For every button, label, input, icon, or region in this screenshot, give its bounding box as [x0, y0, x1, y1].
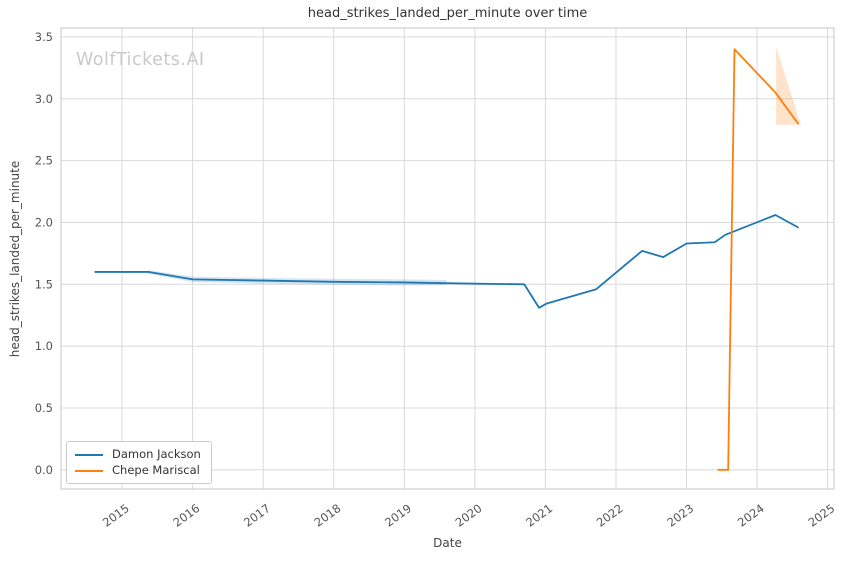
legend-item-chepe-mariscal: Chepe Mariscal [75, 464, 201, 477]
watermark: WolfTickets.AI [76, 50, 205, 70]
x-tick-label-2016: 2016 [170, 501, 202, 530]
y-tick-label-3.5: 3.5 [35, 30, 53, 44]
legend-line-sample-chepe-mariscal [75, 469, 103, 472]
series-line-1 [717, 48, 799, 471]
y-tick-label-1.5: 1.5 [35, 277, 53, 291]
legend-label-damon-jackson: Damon Jackson [112, 447, 201, 461]
y-tick-label-2.5: 2.5 [35, 154, 53, 168]
x-tick-label-2020: 2020 [453, 501, 485, 530]
x-tick-label-2021: 2021 [523, 501, 555, 530]
y-axis-label: head_strikes_landed_per_minute [8, 160, 22, 358]
plot-border [60, 27, 835, 490]
x-tick-label-2022: 2022 [594, 501, 626, 530]
y-tick-label-1.0: 1.0 [35, 339, 53, 353]
chart-title: head_strikes_landed_per_minute over time [307, 6, 588, 21]
x-tick-label-2025: 2025 [805, 501, 837, 530]
y-tick-label-0.0: 0.0 [35, 463, 53, 477]
y-tick-label-3.0: 3.0 [35, 92, 53, 106]
x-tick-label-2023: 2023 [664, 501, 696, 530]
x-tick-label-2024: 2024 [735, 501, 767, 530]
x-tick-label-2015: 2015 [100, 501, 132, 530]
ci-polygon-1 [776, 46, 801, 125]
x-tick-label-2018: 2018 [312, 501, 344, 530]
series-line-0 [94, 214, 799, 309]
y-tick-label-2.0: 2.0 [35, 215, 53, 229]
legend-line-sample-damon-jackson [75, 453, 103, 456]
y-tick-label-0.5: 0.5 [35, 401, 53, 415]
legend: Damon Jackson Chepe Mariscal [66, 441, 212, 484]
legend-label-chepe-mariscal: Chepe Mariscal [112, 463, 200, 477]
x-tick-label-2019: 2019 [382, 501, 414, 530]
x-tick-label-2017: 2017 [241, 501, 273, 530]
x-axis-label: Date [433, 536, 462, 550]
legend-item-damon-jackson: Damon Jackson [75, 448, 201, 461]
